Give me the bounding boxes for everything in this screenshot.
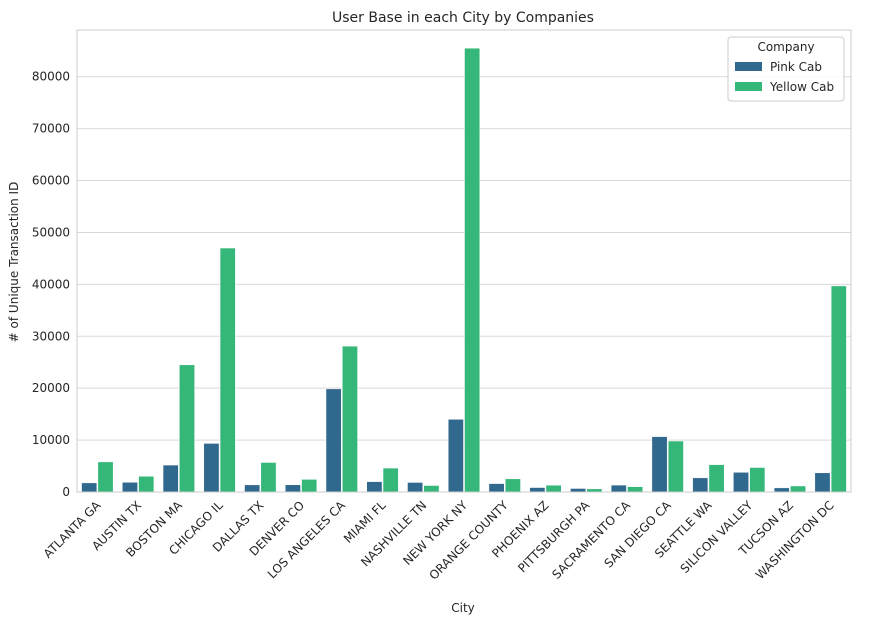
y-tick-label: 0 <box>62 485 70 499</box>
bar-pink-cab <box>325 388 342 493</box>
legend-swatch-yellow-cab <box>735 82 762 91</box>
bar-pink-cab <box>692 477 709 493</box>
legend-label-pink-cab: Pink Cab <box>770 60 822 74</box>
legend-swatch-pink-cab <box>735 62 762 71</box>
bar-yellow-cab <box>749 467 766 493</box>
x-tick-label: LOS ANGELES CA <box>265 498 349 582</box>
plot-frame <box>76 29 852 493</box>
grid-lines <box>77 76 851 493</box>
bar-pink-cab <box>366 481 383 493</box>
legend: Company Pink Cab Yellow Cab <box>727 36 845 102</box>
bar-pink-cab <box>733 472 749 493</box>
y-tick-label: 80000 <box>32 70 70 84</box>
y-axis-title: # of Unique Transaction ID <box>7 182 21 343</box>
bar-yellow-cab <box>464 47 481 493</box>
bar-pink-cab <box>407 482 424 493</box>
bar-pink-cab <box>122 482 138 493</box>
bar-yellow-cab <box>97 461 114 493</box>
bar-pink-cab <box>81 482 98 493</box>
bar-pink-cab <box>488 483 505 493</box>
bar-pink-cab <box>814 472 831 493</box>
bar-pink-cab <box>529 487 546 493</box>
bar-pink-cab <box>203 443 220 493</box>
y-tick-label: 30000 <box>32 329 70 343</box>
bar-yellow-cab <box>219 247 236 493</box>
bar-yellow-cab <box>423 485 440 493</box>
bar-yellow-cab <box>342 345 358 493</box>
bar-pink-cab <box>162 464 179 493</box>
bars <box>81 47 847 493</box>
y-tick-label: 10000 <box>32 433 70 447</box>
bar-yellow-cab <box>179 364 195 493</box>
x-tick-label: WASHINGTON DC <box>753 498 837 582</box>
chart-title: User Base in each City by Companies <box>332 10 594 26</box>
bar-pink-cab <box>285 484 301 493</box>
bar-pink-cab <box>447 419 464 493</box>
bar-yellow-cab <box>830 285 847 493</box>
y-tick-label: 50000 <box>32 225 70 239</box>
bar-yellow-cab <box>138 476 155 493</box>
y-tick-label: 20000 <box>32 381 70 395</box>
bar-yellow-cab <box>545 484 562 493</box>
bar-yellow-cab <box>301 479 318 493</box>
y-tick-label: 40000 <box>32 277 70 291</box>
bar-yellow-cab <box>627 486 643 493</box>
y-axis-ticks: 0 10000 20000 30000 40000 50000 60000 70000 8000… <box>32 70 70 499</box>
x-tick-label: PITTSBURGH PA <box>515 498 593 576</box>
bar-pink-cab <box>610 484 627 493</box>
legend-title: Company <box>757 40 814 54</box>
bar-yellow-cab <box>382 467 399 493</box>
legend-label-yellow-cab: Yellow Cab <box>769 80 834 94</box>
y-tick-label: 60000 <box>32 174 70 188</box>
bar-pink-cab <box>773 487 790 493</box>
bar-pink-cab <box>570 488 586 493</box>
bar-yellow-cab <box>260 462 277 493</box>
bar-pink-cab <box>244 484 261 493</box>
bar-pink-cab <box>651 436 668 493</box>
bar-yellow-cab <box>667 440 684 493</box>
x-axis-title: City <box>451 601 475 615</box>
y-tick-label: 70000 <box>32 122 70 136</box>
bar-yellow-cab <box>790 485 806 493</box>
x-tick-label: SILICON VALLEY <box>678 498 756 576</box>
bar-yellow-cab <box>504 478 521 493</box>
bar-yellow-cab <box>708 464 725 493</box>
x-tick-label: ATLANTA GA <box>41 498 104 561</box>
